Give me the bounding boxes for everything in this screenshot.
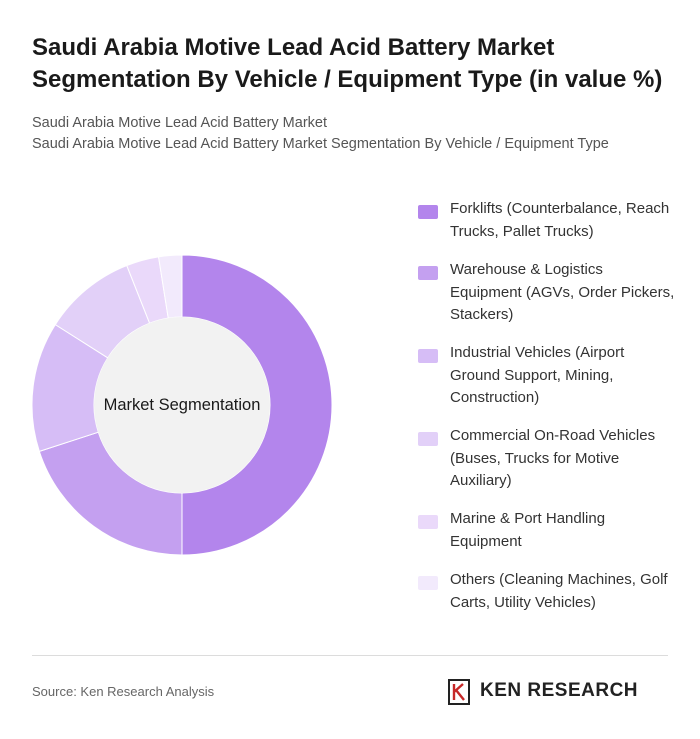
legend-label: Marine & Port Handling Equipment [450, 510, 606, 550]
ken-research-logo: KEN RESEARCH [448, 679, 670, 705]
ken-research-logo-icon [448, 679, 470, 705]
footer-divider [32, 655, 668, 656]
chart-subtitle: Saudi Arabia Motive Lead Acid Battery Ma… [32, 113, 672, 155]
legend-swatch [418, 205, 438, 219]
donut-hole [94, 317, 270, 493]
legend-swatch [418, 432, 438, 446]
legend-label: Others (Cleaning Machines, Golf Carts, U… [450, 571, 668, 611]
chart-title: Saudi Arabia Motive Lead Acid Battery Ma… [32, 34, 663, 93]
subtitle-line-2: Saudi Arabia Motive Lead Acid Battery Ma… [32, 136, 609, 152]
legend-swatch [418, 576, 438, 590]
donut-center-label: Market Segmentation [103, 396, 261, 414]
legend-label: Forklifts (Counterbalance, Reach Trucks,… [450, 200, 670, 240]
legend-swatch [418, 266, 438, 280]
legend-swatch [418, 349, 438, 363]
subtitle-line-1: Saudi Arabia Motive Lead Acid Battery Ma… [32, 115, 327, 131]
source-note: Source: Ken Research Analysis [32, 684, 215, 699]
legend-label: Industrial Vehicles (Airport Ground Supp… [450, 344, 625, 406]
legend-label: Warehouse & Logistics Equipment (AGVs, O… [450, 261, 675, 323]
legend-label: Commercial On-Road Vehicles (Buses, Truc… [450, 427, 656, 489]
legend-swatch [418, 515, 438, 529]
logo-wordmark: KEN RESEARCH [480, 680, 639, 701]
